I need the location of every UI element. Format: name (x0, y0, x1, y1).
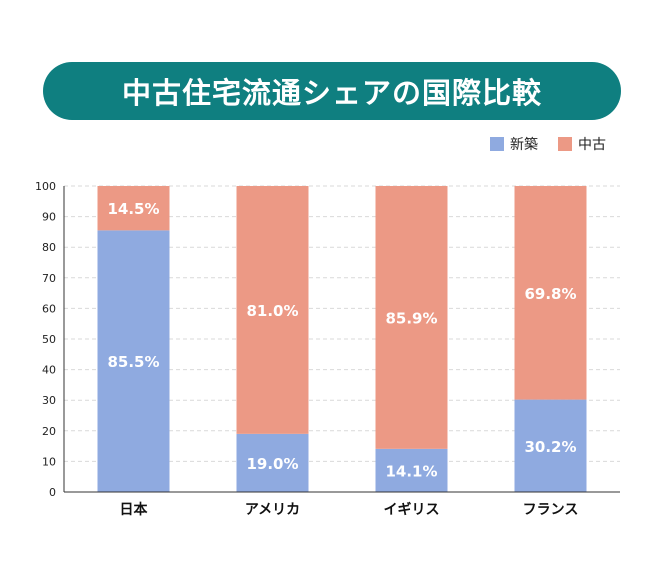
legend-label-new: 新築 (510, 137, 538, 153)
data-label: 30.2% (524, 438, 576, 456)
bar-new (236, 433, 309, 492)
y-tick-label: 0 (49, 486, 56, 499)
y-tick-label: 100 (35, 180, 56, 193)
bar-used (375, 186, 448, 449)
bar-used (97, 186, 170, 231)
x-category-label: 日本 (120, 501, 149, 518)
legend-item-used: 中古 (558, 134, 606, 154)
bar-new (375, 448, 448, 492)
x-category-label: フランス (523, 502, 579, 518)
data-label: 69.8% (524, 285, 576, 303)
y-tick-label: 80 (42, 241, 56, 254)
bar-used (514, 186, 587, 400)
data-label: 19.0% (246, 455, 298, 473)
x-category-label: アメリカ (245, 502, 300, 518)
y-tick-label: 50 (42, 333, 56, 346)
y-tick-label: 40 (42, 364, 56, 377)
y-tick-label: 70 (42, 272, 56, 285)
data-label: 14.5% (107, 200, 159, 218)
y-tick-label: 10 (42, 455, 56, 468)
data-label: 85.9% (385, 309, 437, 327)
y-tick-label: 20 (42, 425, 56, 438)
chart-title: 中古住宅流通シェアの国際比較 (43, 62, 621, 120)
legend-label-used: 中古 (578, 137, 606, 153)
x-category-label: イギリス (384, 501, 440, 518)
data-label: 85.5% (107, 353, 159, 371)
legend-swatch-new (490, 137, 504, 151)
data-label: 14.1% (385, 462, 437, 480)
y-tick-label: 90 (42, 211, 56, 224)
bar-new (97, 230, 170, 492)
legend: 新築 中古 (470, 134, 606, 154)
data-label: 81.0% (246, 302, 298, 320)
y-tick-label: 30 (42, 394, 56, 407)
legend-item-new: 新築 (490, 134, 538, 154)
bar-new (514, 399, 587, 492)
y-tick-label: 60 (42, 302, 56, 315)
legend-swatch-used (558, 137, 572, 151)
bar-used (236, 186, 309, 434)
